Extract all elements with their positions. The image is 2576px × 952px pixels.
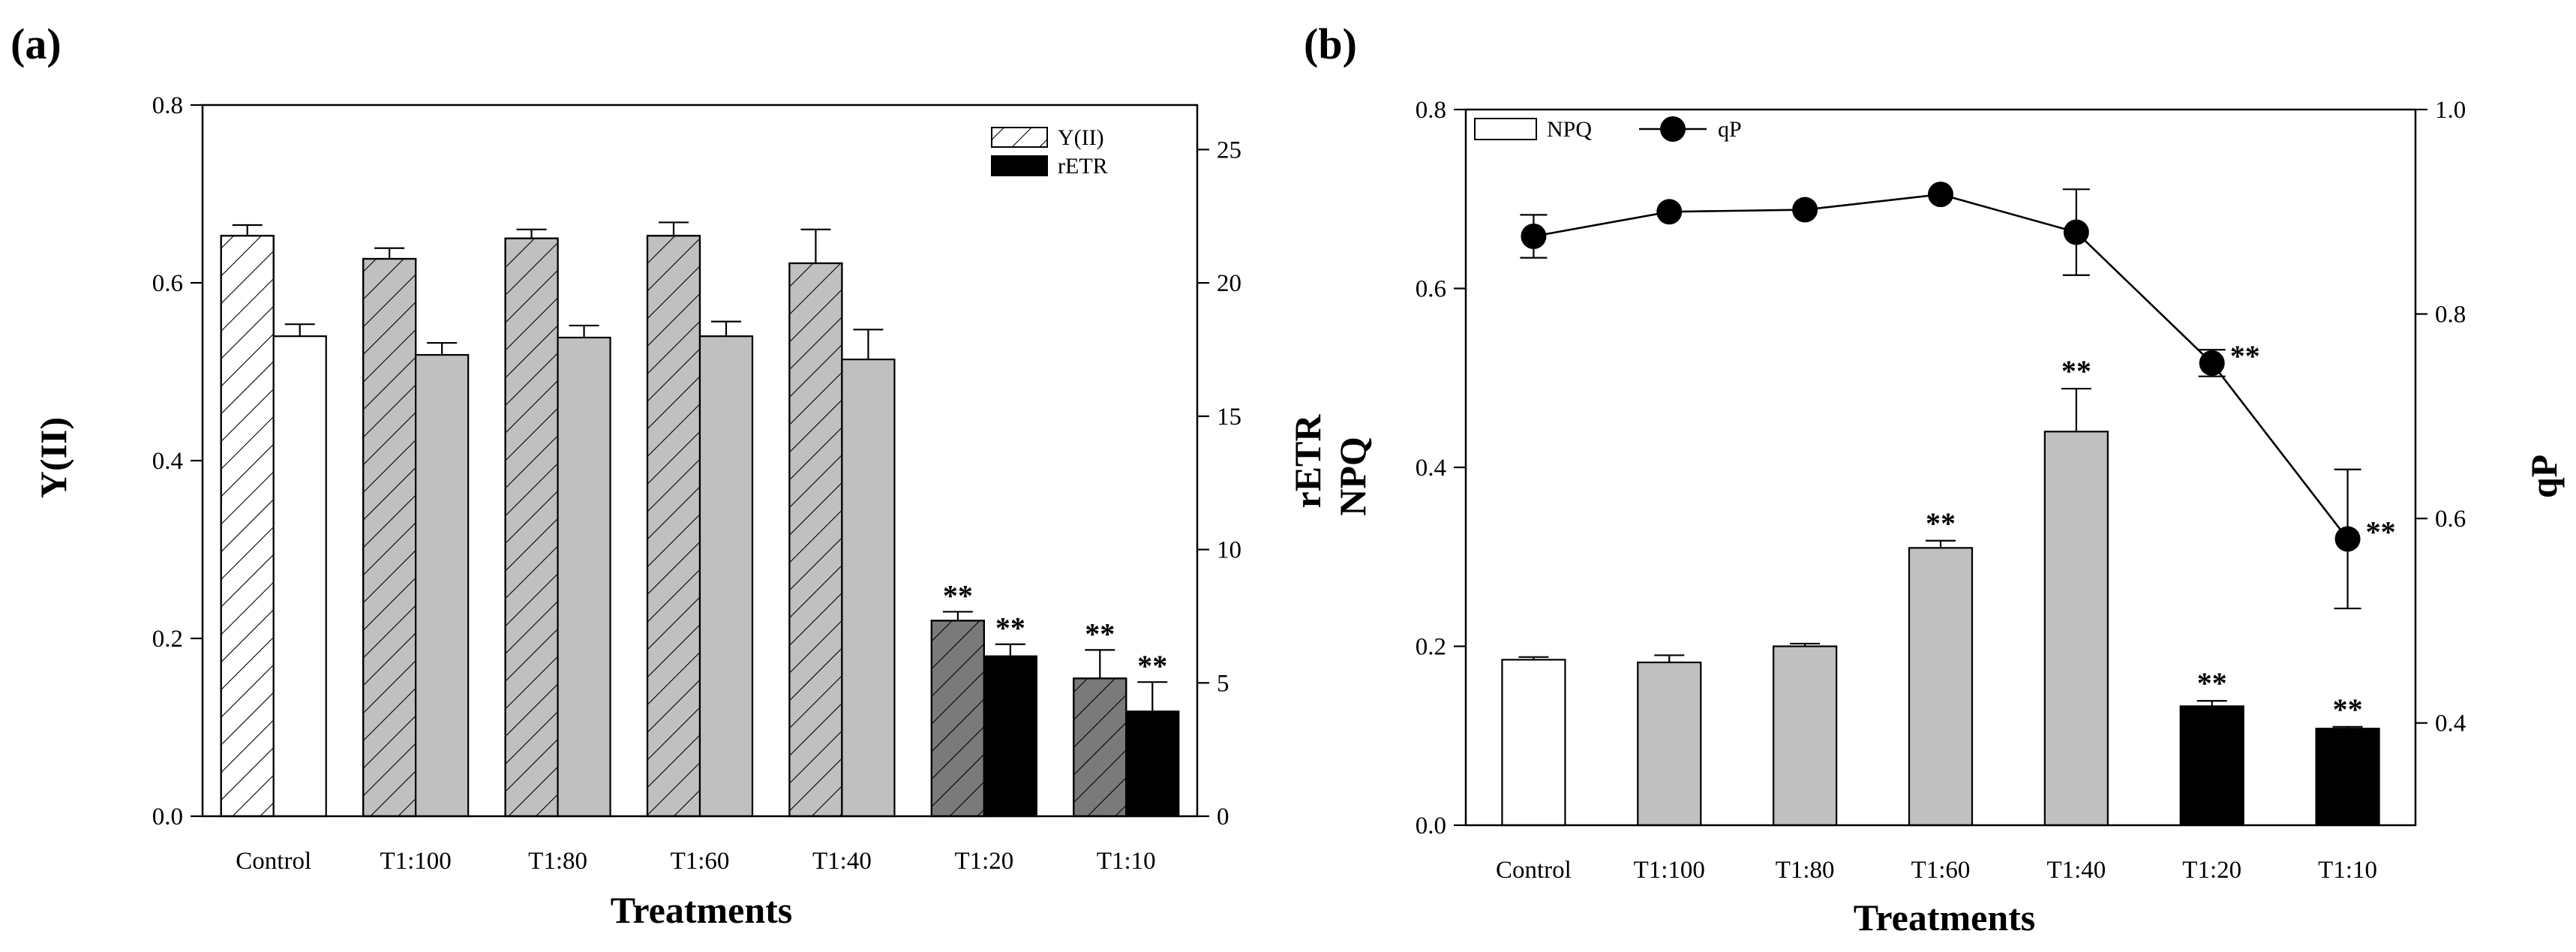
panel-a-retr-bar <box>415 353 470 818</box>
panel-a-x-tick-label: T1:100 <box>380 848 451 875</box>
panel-b-qp-point <box>1792 197 1818 223</box>
panel-a-legend: Y(II) rETR <box>991 125 1108 179</box>
panel-a-x-tick-label: T1:60 <box>671 848 730 875</box>
panel-b-y2-tick-label: 0.4 <box>2435 710 2466 737</box>
panel-a-x-tick-label: T1:80 <box>528 848 587 875</box>
panel-a-plot: Control T1:100 T1:80 T1:60 T1:40****T1:20***… <box>152 92 1241 875</box>
panel-a-yii-bar-hatch <box>930 620 985 818</box>
panel-b-x-tick-label: T1:100 <box>1634 857 1705 884</box>
panel-a-yii-bar-hatch <box>220 235 275 818</box>
panel-b-x-tick-label: T1:80 <box>1776 857 1835 884</box>
panel-a-legend-label: Y(II) <box>1058 125 1104 150</box>
panel-a-retr-bar <box>557 336 611 818</box>
panel-a-significance-mark: ** <box>995 611 1025 645</box>
panel-a-y2-tick-label: 0 <box>1217 803 1229 830</box>
panel-a-y2-tick-label: 5 <box>1217 670 1229 697</box>
panel-a-retr-bar <box>272 335 327 818</box>
panel-b-npq-significance-mark: ** <box>2197 666 2227 700</box>
panel-b-plot: Control T1:100 T1:80 ** T1:60 ** T1:40 ** T1:20 *… <box>1416 97 2466 884</box>
panel-a-significance-mark: ** <box>1085 617 1115 650</box>
panel-b-npq-bar <box>1637 661 1702 827</box>
panel-b-x-axis-title: Treatments <box>1854 896 2036 938</box>
panel-a-yii-bar-hatch <box>504 237 559 818</box>
panel-b-x-tick-label: T1:60 <box>1911 857 1971 884</box>
panel-b-npq-significance-mark: ** <box>1926 506 1956 540</box>
panel-b-npq-bar <box>1773 645 1838 827</box>
panel-b-y-tick-label: 0.0 <box>1416 812 1446 839</box>
panel-a-x-axis-title: Treatments <box>611 889 793 931</box>
panel-a: (a) Control T1:100 T1:80 T1:60 T1:40****T1:2… <box>11 20 1329 931</box>
panel-b-qp-point <box>2063 219 2089 245</box>
panel-a-y2-tick-label: 15 <box>1217 404 1241 431</box>
panel-b: (b) Control T1:100 T1:80 ** T1:60 ** T1:40 ** T1… <box>1304 20 2565 938</box>
panel-b-qp-point <box>1521 223 1547 249</box>
panel-b-x-tick-label: Control <box>1496 857 1572 884</box>
panel-a-legend-label: rETR <box>1058 154 1108 179</box>
panel-a-significance-mark: ** <box>943 578 973 612</box>
panel-a-y2-tick-label: 25 <box>1217 137 1241 164</box>
panel-b-qp-point <box>2199 350 2225 376</box>
panel-b-y2-tick-label: 0.6 <box>2435 506 2466 533</box>
panel-b-legend-npq-swatch <box>1474 118 1537 140</box>
panel-b-y-tick-label: 0.6 <box>1416 276 1446 303</box>
panel-b-y-tick-label: 0.2 <box>1416 634 1446 661</box>
panel-b-y-axis-title: NPQ <box>1332 437 1374 516</box>
panel-a-retr-bar <box>841 359 896 818</box>
panel-b-y-tick-label: 0.8 <box>1416 97 1446 124</box>
panel-a-legend-swatch <box>991 155 1048 176</box>
panel-b-y2-axis-title: qP <box>2523 455 2565 498</box>
panel-a-y-tick-label: 0.8 <box>152 92 183 119</box>
panel-b-qp-significance-mark: ** <box>2230 339 2260 373</box>
panel-a-y2-tick-label: 20 <box>1217 270 1241 297</box>
panel-a-y-axis-title: Y(II) <box>32 417 74 498</box>
panel-b-npq-bar <box>1501 659 1566 827</box>
panel-b-npq-bar <box>2179 705 2244 827</box>
panel-a-yii-bar-hatch <box>788 262 843 818</box>
panel-b-npq-significance-mark: ** <box>2061 354 2091 388</box>
panel-a-significance-mark: ** <box>1137 649 1167 683</box>
panel-b-qp-point <box>2334 526 2361 552</box>
panel-a-y2-tick-label: 10 <box>1217 537 1241 564</box>
panel-b-qp-point <box>1928 182 1953 208</box>
panel-a-retr-bar <box>1125 710 1180 818</box>
panel-a-label: (a) <box>11 20 62 68</box>
panel-a-yii-bar-hatch <box>1073 677 1127 818</box>
panel-a-y-tick-label: 0.6 <box>152 270 183 297</box>
panel-b-legend: NPQ qP <box>1474 116 1742 142</box>
panel-b-y-tick-label: 0.4 <box>1416 455 1446 482</box>
panel-a-x-tick-label: T1:40 <box>812 848 872 875</box>
panel-b-qp-point <box>1656 199 1683 225</box>
panel-b-qp-significance-mark: ** <box>2366 515 2396 548</box>
panel-a-retr-bar <box>698 335 754 818</box>
panel-b-x-tick-label: T1:20 <box>2182 857 2241 884</box>
panel-a-retr-bar <box>983 655 1037 818</box>
panel-a-x-tick-label: T1:20 <box>954 848 1013 875</box>
panel-b-legend-label: NPQ <box>1547 117 1592 142</box>
panel-a-yii-bar-hatch <box>646 235 701 818</box>
panel-a-y-tick-label: 0.0 <box>152 803 183 830</box>
panel-b-npq-significance-mark: ** <box>2333 692 2363 726</box>
panel-b-legend-label: qP <box>1718 117 1742 142</box>
panel-a-yii-bar-hatch <box>362 257 417 818</box>
panel-b-label: (b) <box>1304 20 1357 68</box>
panel-b-qp-line <box>1533 193 2349 540</box>
panel-b-npq-bar <box>1908 547 1974 827</box>
panel-b-x-tick-label: T1:10 <box>2318 857 2377 884</box>
panel-b-npq-bar <box>2043 431 2109 827</box>
panel-a-y2-axis-title: rETR <box>1286 414 1329 509</box>
panel-a-x-tick-label: Control <box>236 848 311 875</box>
panel-a-legend-swatch-hatch <box>991 127 1048 148</box>
panel-a-x-tick-label: T1:10 <box>1097 848 1156 875</box>
panel-a-y-tick-label: 0.4 <box>152 448 183 475</box>
panel-b-y2-tick-label: 0.8 <box>2435 302 2466 329</box>
panel-b-y2-tick-label: 1.0 <box>2435 97 2466 124</box>
panel-b-npq-bar <box>2315 728 2380 827</box>
panel-b-x-tick-label: T1:40 <box>2046 857 2106 884</box>
panel-b-legend-qp-marker <box>1660 116 1686 142</box>
panel-a-y-tick-label: 0.2 <box>152 626 183 653</box>
